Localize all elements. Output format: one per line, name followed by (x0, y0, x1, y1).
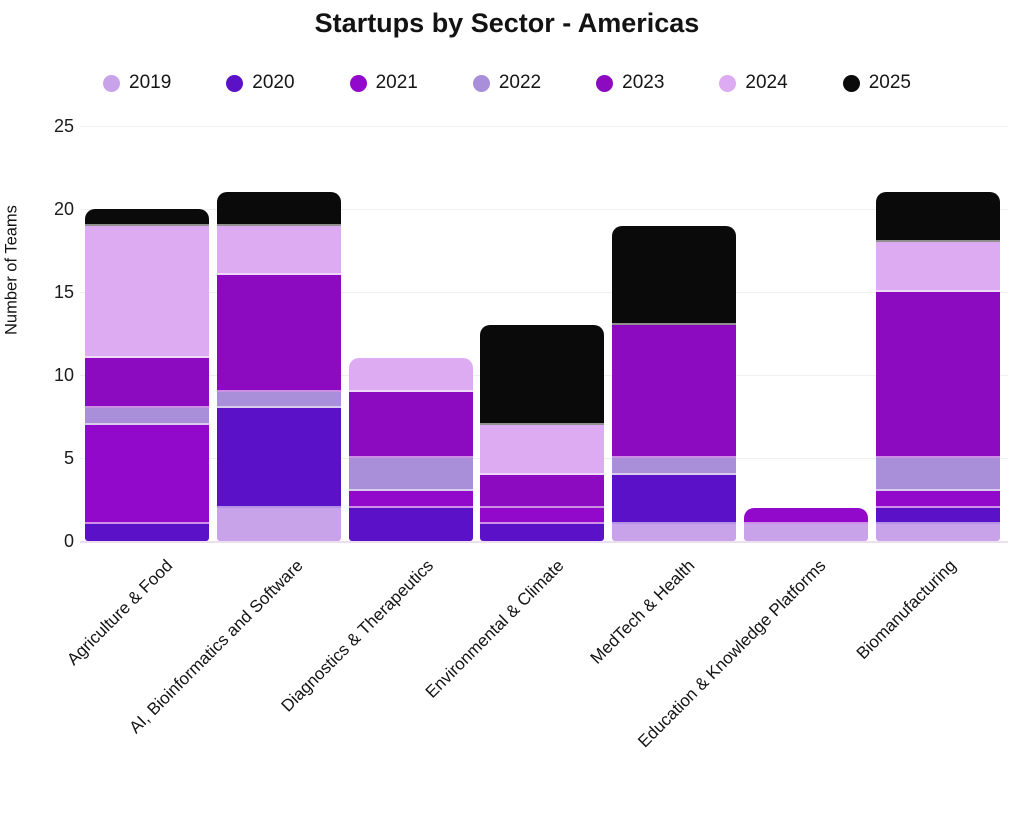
gridline-15 (80, 292, 1008, 293)
bar-segment-2020 (612, 474, 737, 525)
bar-segment-2022 (216, 391, 341, 409)
x-axis-baseline (80, 541, 1008, 543)
y-tick-label-20: 20 (53, 199, 74, 219)
x-axis-label-agriculture-food: Agriculture & Food (62, 556, 176, 669)
bar-medtech-health (612, 225, 737, 541)
bar-segment-2024 (85, 225, 209, 359)
legend-item-2024: 2024 (719, 72, 788, 94)
legend-label: 2025 (868, 72, 911, 93)
bar-environmental-climate (480, 325, 605, 541)
legend-swatch-icon (103, 74, 121, 92)
bar-segment-2021 (85, 424, 209, 525)
bar-segment-2024 (480, 424, 605, 475)
x-axis-label-biomanufacturing: Biomanufacturing (853, 556, 961, 663)
legend-swatch-icon (226, 74, 244, 92)
bar-biomanufacturing (875, 192, 1000, 541)
legend-label: 2020 (252, 72, 295, 93)
bar-segment-2021 (744, 507, 869, 525)
legend-label: 2021 (375, 72, 418, 93)
bar-segment-2024 (216, 225, 341, 276)
bar-agriculture-food (85, 209, 209, 541)
y-tick-label-0: 0 (63, 531, 74, 551)
bar-diagnostics-therapeutics (348, 358, 473, 541)
bar-segment-2022 (348, 458, 473, 492)
bar-segment-2023 (348, 391, 473, 459)
legend-label: 2022 (498, 72, 542, 93)
x-axis-label-medtech-health: MedTech & Health (586, 556, 699, 668)
x-axis-label-environmental-climate: Environmental & Climate (422, 556, 568, 702)
chart-title: Startups by Sector - Americas (314, 8, 700, 38)
legend-swatch-icon (472, 74, 490, 92)
gridline-20 (80, 209, 1008, 210)
legend-item-2021: 2021 (349, 72, 418, 94)
bar-segment-2021 (480, 507, 605, 525)
legend-label: 2019 (129, 72, 172, 93)
bar-segment-2020 (216, 408, 341, 508)
bar-segment-2022 (612, 458, 737, 475)
legend: 2019 2020 2021 2022 2023 2024 2025 (0, 72, 1014, 94)
bar-segment-2023 (875, 292, 1000, 459)
bar-segment-2020 (348, 507, 473, 541)
legend-swatch-icon (596, 74, 614, 92)
y-axis-ticks: 0 5 10 15 20 25 (0, 0, 74, 821)
bar-segment-2020 (85, 524, 209, 541)
bar-segment-2023 (480, 474, 605, 508)
gridline-25 (80, 126, 1008, 127)
bar-segment-2020 (875, 507, 1000, 525)
y-tick-label-15: 15 (53, 282, 74, 302)
legend-swatch-icon (719, 74, 737, 92)
bar-ai-bioinformatics-and-software (216, 192, 341, 541)
bar-segment-2020 (480, 524, 605, 541)
y-tick-label-10: 10 (53, 365, 74, 385)
legend-label: 2024 (745, 72, 788, 93)
bar-segment-2019 (875, 524, 1000, 541)
bar-segment-2023 (612, 325, 737, 459)
legend-label: 2023 (622, 72, 665, 93)
bar-segment-2025 (85, 209, 209, 226)
bar-segment-2024 (875, 242, 1000, 293)
legend-item-2020: 2020 (226, 72, 295, 94)
bar-segment-2023 (216, 275, 341, 392)
legend-swatch-icon (349, 74, 367, 92)
bar-segment-2019 (612, 524, 737, 541)
legend-item-2022: 2022 (472, 72, 542, 94)
bar-segment-2025 (612, 225, 737, 326)
legend-item-2025: 2025 (842, 72, 911, 94)
bar-education-knowledge-platforms (744, 507, 869, 541)
legend-swatch-icon (842, 74, 860, 92)
y-tick-label-25: 25 (53, 116, 74, 136)
y-tick-label-5: 5 (63, 448, 74, 468)
bar-segment-2025 (480, 325, 605, 425)
bar-segment-2024 (348, 358, 473, 392)
bar-segment-2019 (744, 524, 869, 541)
x-axis-label-diagnostics-therapeutics: Diagnostics & Therapeutics (277, 556, 438, 716)
legend-item-2023: 2023 (596, 72, 664, 94)
bar-segment-2021 (875, 491, 1000, 508)
bar-segment-2025 (216, 192, 341, 226)
bar-segment-2019 (216, 507, 341, 541)
bar-segment-2021 (348, 491, 473, 508)
bar-segment-2025 (875, 192, 1000, 243)
bar-segment-2023 (85, 358, 209, 409)
legend-item-2019: 2019 (103, 72, 171, 94)
bars-area (85, 126, 1000, 541)
bar-segment-2022 (875, 458, 1000, 492)
bar-segment-2022 (85, 408, 209, 425)
